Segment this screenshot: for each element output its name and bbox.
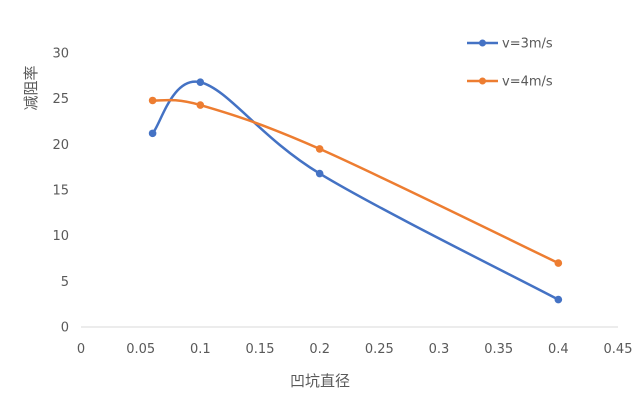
- data-point: [315, 145, 324, 153]
- legend-label: v=4m/s: [502, 75, 553, 90]
- y-axis-title: 减阻率: [22, 65, 40, 110]
- x-tick-label: 0.4: [548, 342, 569, 357]
- data-point: [315, 169, 324, 178]
- series-1: [148, 78, 563, 304]
- data-point: [148, 96, 157, 105]
- y-tick-label: 5: [61, 275, 69, 290]
- series-line: [151, 80, 560, 301]
- data-point: [554, 259, 563, 267]
- x-axis-ticks: 0 0.05 0.1 0.15 0.2 0.25 0.3 0.35 0.4 0.45: [77, 342, 633, 357]
- legend-swatch-marker: [479, 39, 486, 47]
- y-tick-label: 30: [52, 47, 69, 62]
- y-axis-ticks: 0 5 10 15 20 25 30: [52, 47, 69, 336]
- series-layer: [148, 78, 563, 304]
- series-line: [151, 98, 560, 265]
- y-tick-label: 25: [52, 92, 69, 107]
- x-tick-label: 0.45: [604, 342, 633, 357]
- x-axis-title: 凹坑直径: [290, 372, 350, 390]
- y-tick-label: 10: [52, 229, 69, 244]
- x-tick-label: 0.3: [429, 342, 450, 357]
- legend-label: v=3m/s: [502, 37, 553, 52]
- legend-item-series-1: v=3m/s: [467, 37, 553, 52]
- data-point: [196, 78, 205, 87]
- y-tick-label: 20: [52, 138, 69, 153]
- x-tick-label: 0.1: [190, 342, 211, 357]
- x-tick-label: 0.2: [309, 342, 330, 357]
- data-point: [554, 295, 563, 304]
- x-tick-label: 0.15: [246, 342, 275, 357]
- legend: v=3m/s v=4m/s: [467, 37, 553, 90]
- y-tick-label: 15: [52, 184, 69, 199]
- x-tick-label: 0.05: [126, 342, 155, 357]
- data-point: [196, 101, 205, 109]
- x-tick-label: 0.35: [484, 342, 513, 357]
- legend-swatch-marker: [479, 77, 486, 85]
- series-2: [148, 96, 563, 267]
- y-tick-label: 0: [61, 321, 69, 336]
- legend-item-series-2: v=4m/s: [467, 75, 553, 90]
- x-tick-label: 0.25: [365, 342, 394, 357]
- x-tick-label: 0: [77, 342, 85, 357]
- data-point: [148, 129, 157, 138]
